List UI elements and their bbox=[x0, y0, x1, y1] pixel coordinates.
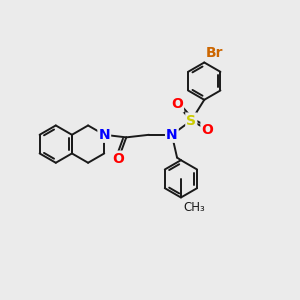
Text: O: O bbox=[201, 123, 213, 136]
Text: S: S bbox=[186, 113, 196, 128]
Text: N: N bbox=[166, 128, 178, 142]
Text: O: O bbox=[112, 152, 124, 166]
Text: O: O bbox=[171, 98, 183, 112]
Text: Br: Br bbox=[206, 46, 223, 60]
Text: CH₃: CH₃ bbox=[183, 201, 205, 214]
Text: N: N bbox=[98, 128, 110, 142]
